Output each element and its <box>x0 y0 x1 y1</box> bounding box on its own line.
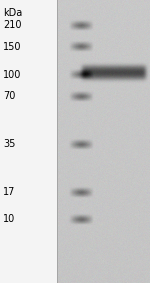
Text: 210: 210 <box>3 20 21 31</box>
Text: kDa: kDa <box>3 8 22 18</box>
Text: 100: 100 <box>3 70 21 80</box>
Text: 70: 70 <box>3 91 15 101</box>
Text: 35: 35 <box>3 139 15 149</box>
Text: 10: 10 <box>3 214 15 224</box>
Text: 150: 150 <box>3 42 21 52</box>
Text: 17: 17 <box>3 187 15 198</box>
